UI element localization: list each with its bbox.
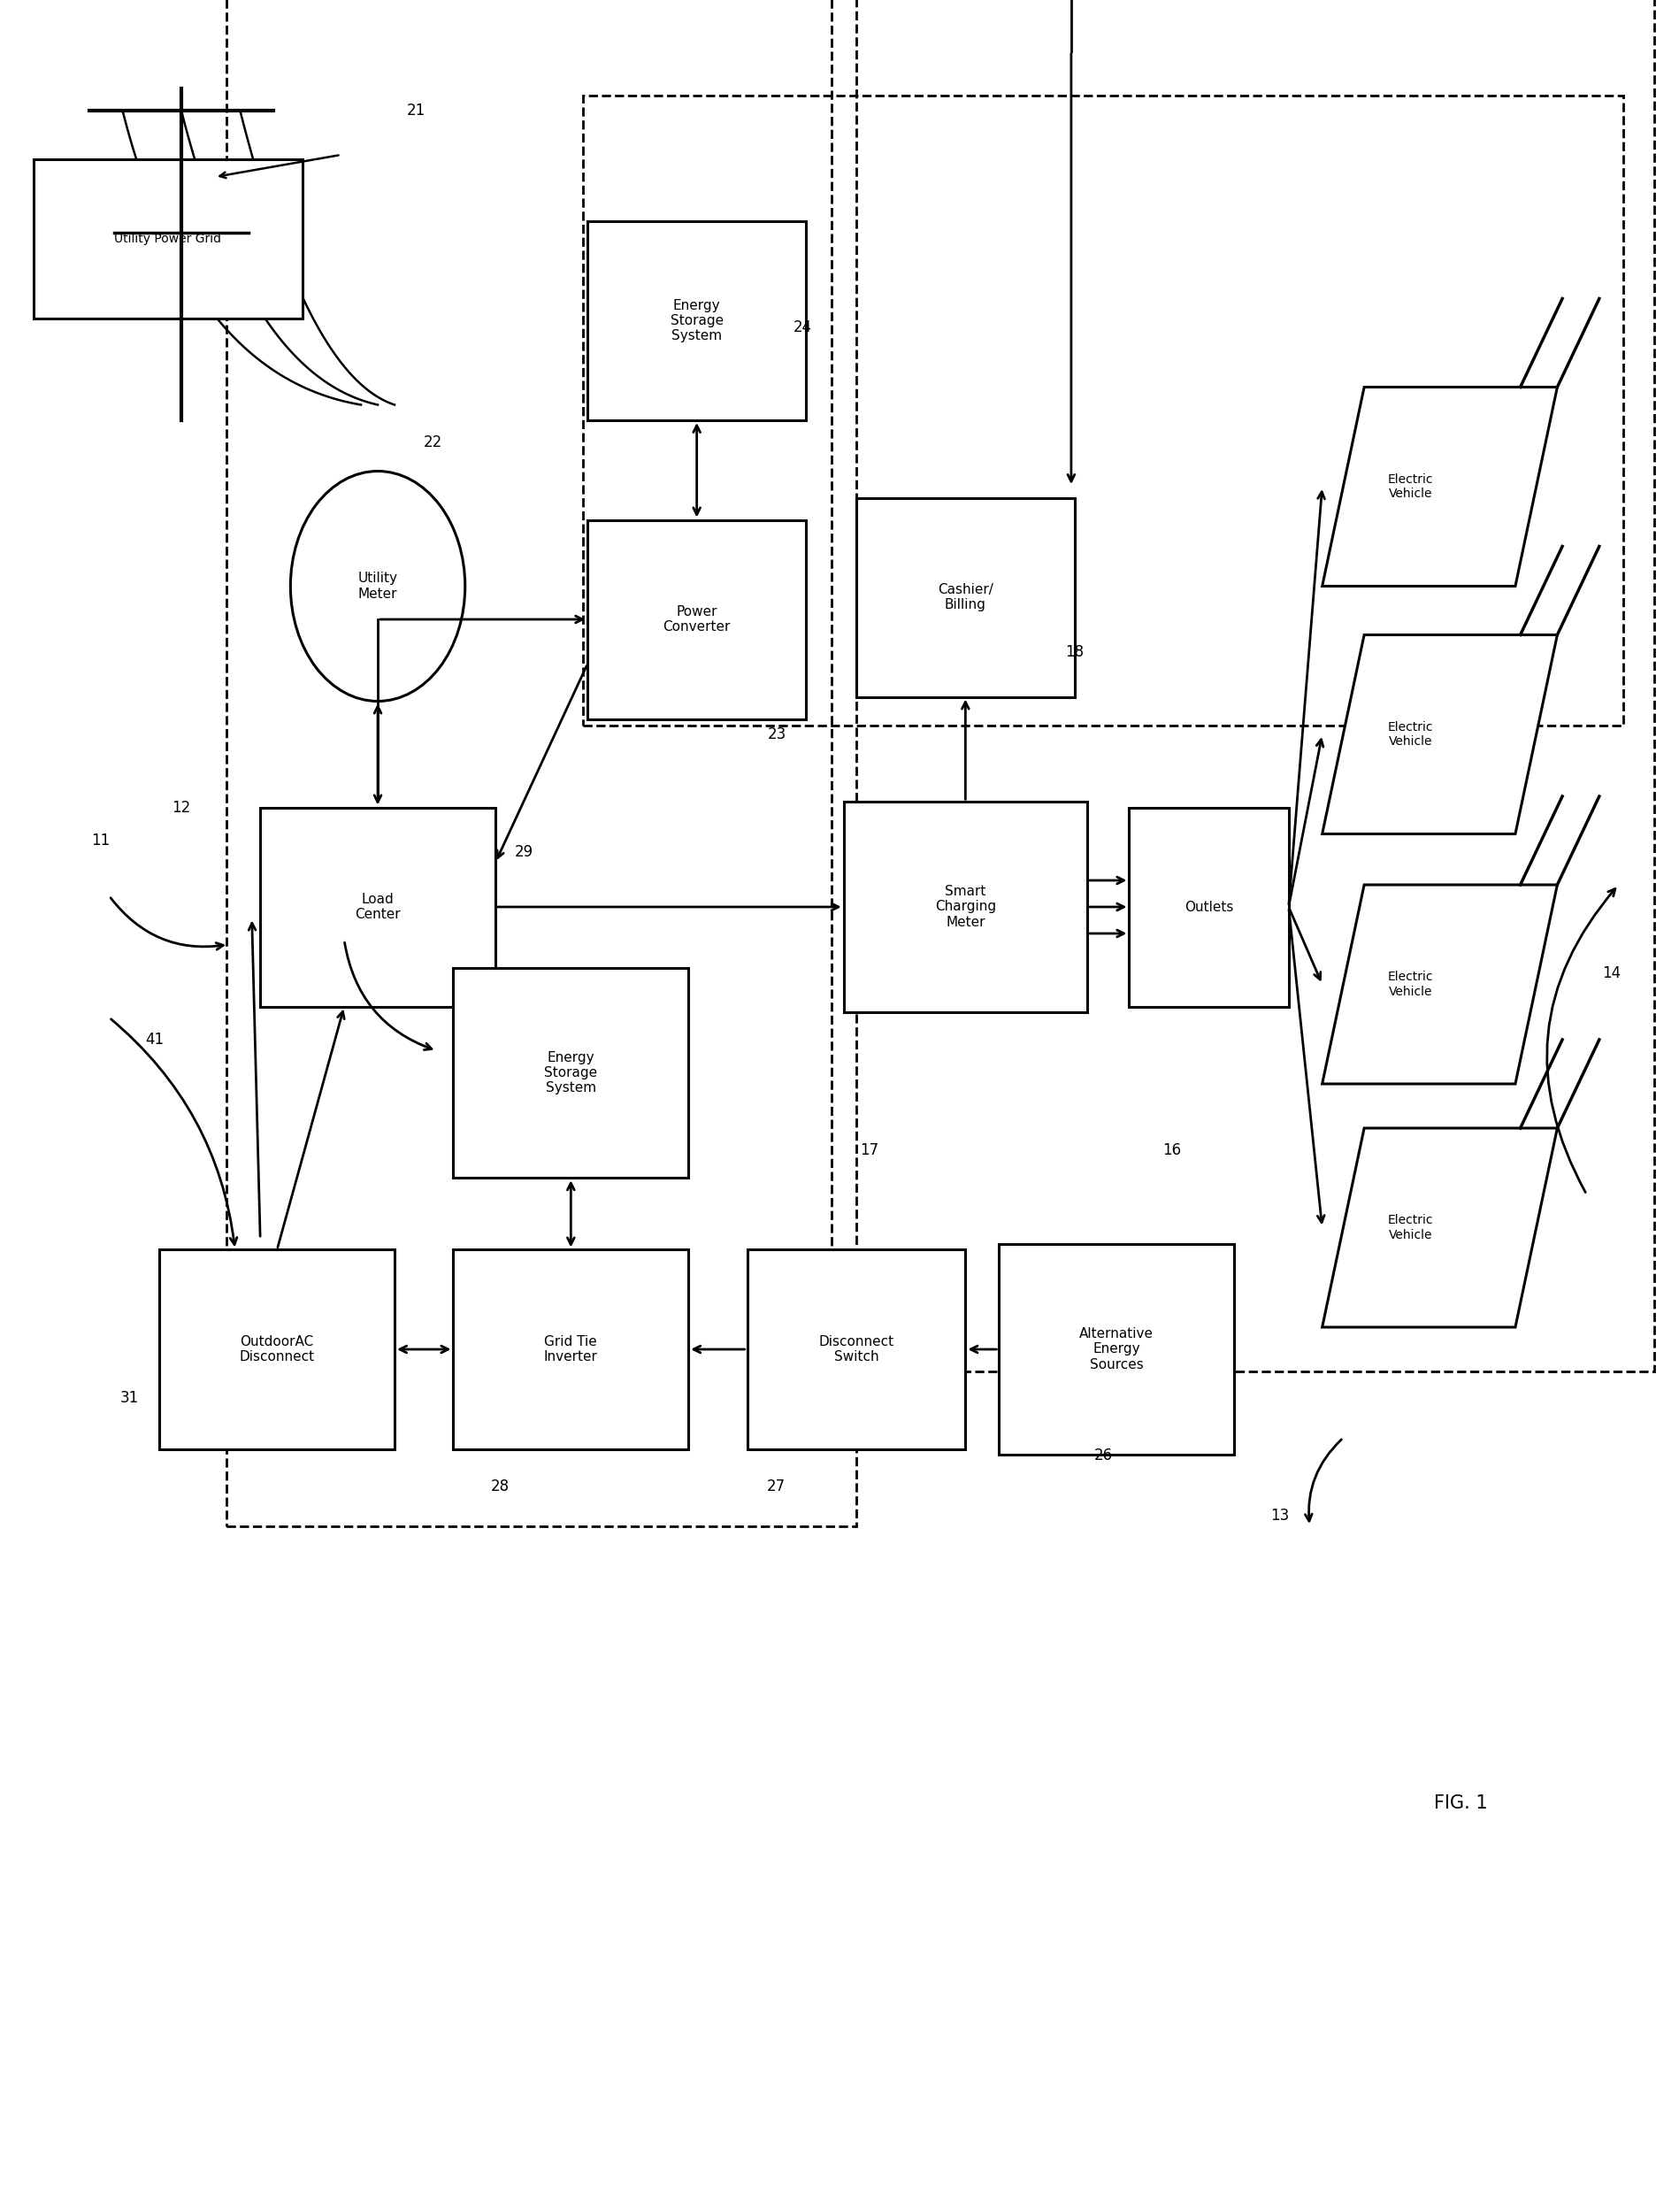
Text: OutdoorAC
Disconnect: OutdoorAC Disconnect [240,1336,314,1363]
FancyBboxPatch shape [588,221,806,420]
Text: Outlets: Outlets [1184,900,1234,914]
Text: 29: 29 [514,843,534,860]
FancyBboxPatch shape [260,807,495,1006]
Text: Electric
Vehicle: Electric Vehicle [1387,1214,1434,1241]
Text: Utility
Meter: Utility Meter [358,573,398,599]
Text: FIG. 1: FIG. 1 [1434,1794,1488,1812]
Text: Cashier/
Billing: Cashier/ Billing [937,584,994,611]
FancyBboxPatch shape [453,1250,688,1449]
Text: Electric
Vehicle: Electric Vehicle [1387,721,1434,748]
FancyBboxPatch shape [34,159,302,319]
Circle shape [290,471,465,701]
Text: Electric
Vehicle: Electric Vehicle [1387,971,1434,998]
Text: Power
Converter: Power Converter [663,606,730,633]
Text: 21: 21 [406,102,426,119]
FancyBboxPatch shape [999,1243,1234,1455]
Text: 41: 41 [144,1031,165,1048]
FancyBboxPatch shape [747,1250,965,1449]
Text: Grid Tie
Inverter: Grid Tie Inverter [544,1336,598,1363]
Text: Utility Power Grid: Utility Power Grid [114,232,222,246]
FancyBboxPatch shape [843,801,1088,1013]
FancyBboxPatch shape [1128,807,1288,1006]
Text: Energy
Storage
System: Energy Storage System [670,299,724,343]
Text: 18: 18 [1064,644,1085,661]
Text: Alternative
Energy
Sources: Alternative Energy Sources [1080,1327,1153,1371]
Text: 28: 28 [490,1478,510,1495]
Polygon shape [1321,635,1556,834]
Text: Load
Center: Load Center [354,894,401,920]
Text: 31: 31 [119,1389,139,1407]
FancyBboxPatch shape [453,969,688,1177]
Text: 26: 26 [1093,1447,1113,1464]
Text: 24: 24 [792,319,813,336]
Text: 27: 27 [766,1478,786,1495]
Text: 13: 13 [1269,1506,1289,1524]
Text: 14: 14 [1602,964,1622,982]
Text: 16: 16 [1162,1141,1182,1159]
FancyBboxPatch shape [856,498,1075,697]
Text: 17: 17 [860,1141,880,1159]
Text: 12: 12 [171,799,191,816]
Polygon shape [1321,387,1556,586]
Text: 11: 11 [91,832,111,849]
Text: 23: 23 [767,726,787,743]
FancyBboxPatch shape [588,520,806,719]
Text: Smart
Charging
Meter: Smart Charging Meter [935,885,996,929]
Text: Energy
Storage
System: Energy Storage System [544,1051,598,1095]
Polygon shape [1321,885,1556,1084]
Text: Electric
Vehicle: Electric Vehicle [1387,473,1434,500]
Text: 22: 22 [423,434,443,451]
Text: Disconnect
Switch: Disconnect Switch [819,1336,893,1363]
Polygon shape [1321,1128,1556,1327]
FancyBboxPatch shape [160,1250,395,1449]
